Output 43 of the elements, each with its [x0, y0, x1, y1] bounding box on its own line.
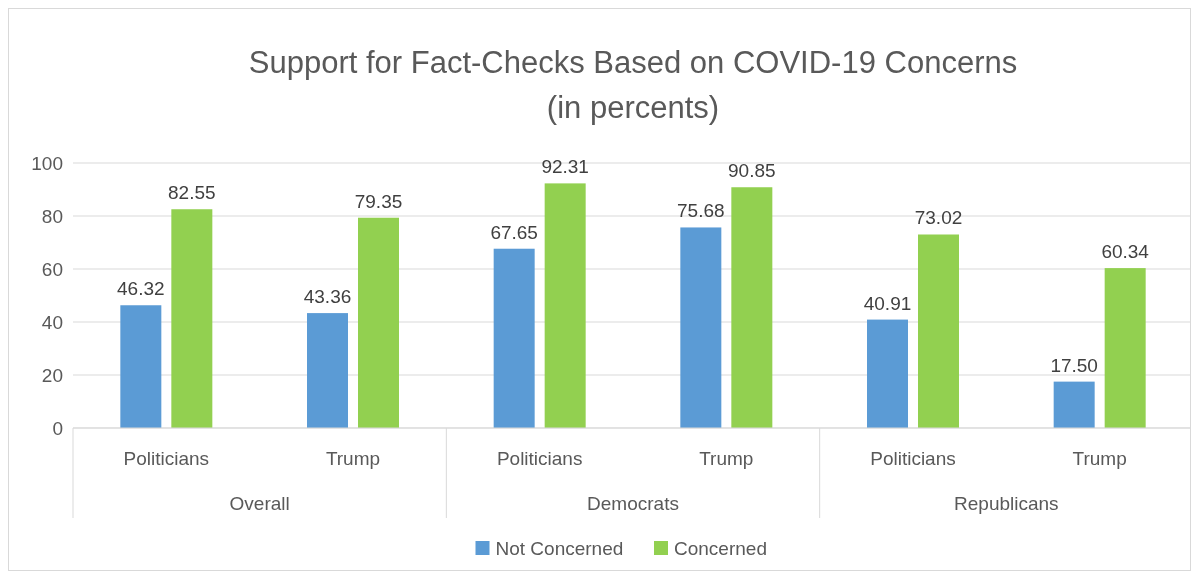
chart-subtitle: (in percents)	[546, 90, 720, 125]
bar	[493, 248, 535, 428]
bar	[731, 187, 773, 428]
data-label: 75.68	[677, 200, 725, 222]
y-tick-label: 20	[41, 365, 63, 386]
y-tick-label: 60	[41, 259, 63, 280]
x-tick-label: Politicians	[870, 448, 956, 469]
bar	[680, 227, 722, 428]
data-label: 82.55	[168, 182, 216, 204]
y-tick-label: 100	[31, 153, 63, 174]
text: Democrats	[587, 493, 679, 514]
bar	[358, 217, 399, 428]
bar	[544, 183, 586, 428]
bar	[867, 319, 908, 428]
data-label: 43.36	[303, 286, 352, 308]
data-label: 17.50	[1050, 354, 1098, 376]
data-label: 67.65	[490, 221, 538, 243]
data-label: 79.35	[354, 190, 403, 212]
bar	[1104, 268, 1146, 428]
x-tick-label: Trump	[325, 448, 381, 469]
y-tick-label: 40	[41, 312, 63, 333]
data-label: 90.85	[728, 160, 776, 182]
bar	[1053, 381, 1095, 428]
data-label: 92.31	[541, 156, 589, 178]
x-tick-label: Politicians	[123, 448, 210, 469]
legend-label: Concerned	[674, 538, 767, 559]
data-label: 46.32	[117, 278, 165, 300]
legend-label: Not Concerned	[495, 538, 624, 559]
y-tick-label: 80	[41, 206, 63, 227]
y-tick-label: 0	[52, 418, 63, 439]
bar	[120, 305, 162, 428]
bar	[171, 209, 213, 428]
text: Republicans	[954, 493, 1059, 514]
x-tick-label: Politicians	[496, 448, 583, 469]
text: Overall	[229, 493, 290, 514]
data-label: 73.02	[914, 207, 963, 229]
x-tick-label: Trump	[699, 448, 754, 469]
bar	[918, 234, 959, 428]
data-label: 40.91	[863, 292, 912, 314]
chart-title: Support for Fact-Checks Based on COVID-19 Concerns	[248, 45, 1018, 80]
x-tick-label: Trump	[1072, 448, 1127, 469]
bar	[307, 313, 348, 428]
data-label: 60.34	[1101, 241, 1150, 263]
